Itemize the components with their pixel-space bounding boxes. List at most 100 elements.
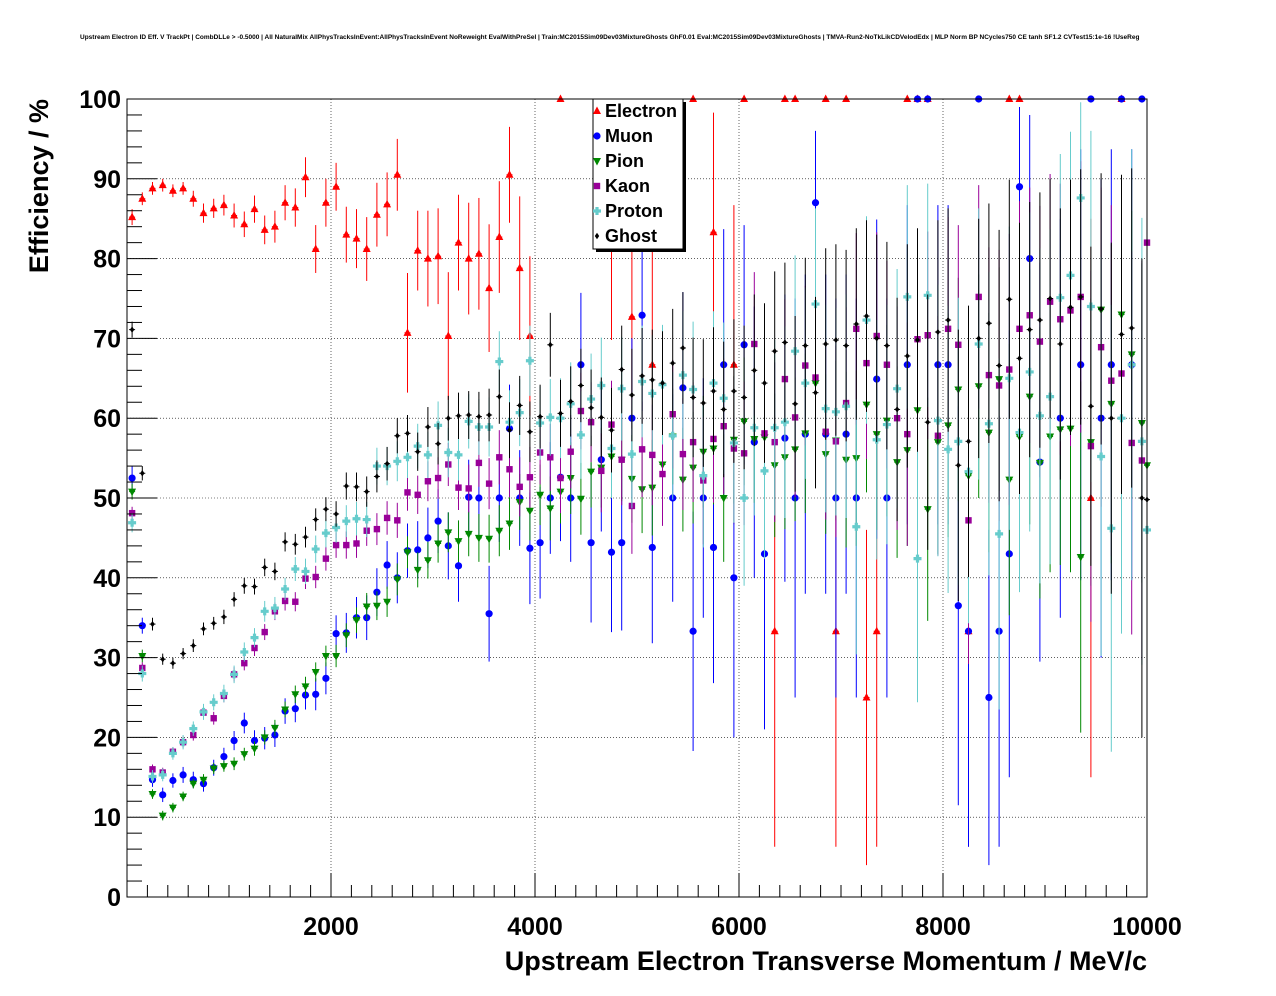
ghost-point — [782, 339, 788, 346]
y-tick-label: 30 — [93, 645, 121, 673]
electron-point — [199, 208, 208, 217]
ghost-point — [507, 426, 512, 434]
ghost-point — [578, 382, 584, 389]
ghost-point — [1098, 305, 1104, 313]
ghost-point — [558, 410, 563, 417]
muon-point — [954, 602, 962, 610]
electron-point — [403, 328, 412, 336]
y-tick-label: 80 — [93, 246, 121, 274]
muon-point — [811, 199, 820, 207]
muon-point — [638, 311, 646, 319]
legend-entry-muon: Muon — [593, 126, 653, 146]
kaon-point — [455, 484, 462, 491]
kaon-point — [149, 766, 156, 773]
kaon-point — [292, 598, 299, 605]
ghost-point — [252, 583, 257, 590]
ghost-point — [272, 568, 278, 575]
pion-point — [1076, 554, 1085, 562]
kaon-point — [332, 541, 340, 549]
ghost-point — [425, 423, 431, 431]
electron-point — [240, 219, 249, 228]
muon-point — [648, 543, 656, 552]
muon-point — [332, 630, 340, 638]
ghost-point — [527, 428, 533, 435]
electron-point — [862, 693, 871, 701]
kaon-point — [383, 514, 391, 522]
electron-point — [464, 254, 473, 262]
legend-box — [592, 98, 684, 250]
electron-point — [770, 626, 779, 635]
ghost-point — [741, 394, 747, 401]
ghost-point — [150, 620, 155, 628]
pion-point — [403, 549, 412, 557]
muon-point — [475, 494, 483, 502]
proton-point — [209, 698, 218, 707]
ghost-point — [925, 418, 930, 426]
ghost-point — [894, 406, 900, 413]
electron-point — [740, 94, 749, 102]
ghost-point — [650, 376, 655, 384]
ghost-point — [466, 411, 471, 419]
ghost-point — [945, 316, 951, 324]
ghost-point — [1027, 326, 1032, 333]
ghost-point — [762, 379, 767, 387]
y-tick-label: 10 — [93, 804, 121, 832]
proton-point — [699, 471, 708, 480]
proton-point — [230, 670, 239, 679]
pion-point — [546, 505, 555, 513]
ghost-point — [486, 411, 492, 419]
muon-point — [424, 534, 432, 542]
kaon-point — [638, 446, 646, 453]
y-axis: 0 10 20 30 40 50 60 70 80 90 100 — [79, 86, 157, 912]
proton-point — [627, 450, 636, 459]
legend-marker-ghost — [594, 232, 600, 240]
ghost-point — [313, 516, 318, 523]
pion-point — [230, 760, 239, 769]
ghost-point — [976, 335, 981, 342]
proton-point — [199, 707, 208, 716]
kaon-point — [434, 474, 442, 482]
x-axis: 2000 4000 6000 8000 10000 — [126, 873, 1182, 941]
muon-point — [383, 561, 391, 569]
electron-point — [1005, 94, 1014, 102]
x-tick-label: 4000 — [507, 913, 563, 941]
muon-point — [322, 674, 330, 682]
ghost-point — [537, 413, 543, 420]
pion-point — [474, 534, 483, 543]
y-tick-label: 90 — [93, 166, 121, 194]
ghost-point — [1078, 293, 1083, 301]
proton-point — [168, 749, 177, 758]
electron-point — [168, 186, 177, 194]
kaon-point — [281, 597, 289, 605]
proton-point — [342, 517, 351, 526]
ghost-point — [599, 414, 604, 421]
ghost-point — [792, 400, 798, 408]
electron-point — [342, 230, 351, 238]
ghost-point — [303, 533, 308, 541]
ghost-point — [1068, 304, 1073, 311]
kaon-point — [506, 466, 513, 473]
pion-point — [576, 495, 585, 504]
ghost-point — [415, 448, 420, 455]
electron-point — [821, 94, 830, 102]
proton-point — [495, 357, 504, 366]
muon-point — [985, 693, 993, 702]
electron-point — [291, 203, 300, 211]
electron-point — [179, 183, 188, 192]
electron-point — [311, 244, 320, 253]
series-pion — [128, 178, 1151, 821]
pion-point — [454, 538, 463, 546]
electron-point — [332, 182, 341, 190]
electron-point — [138, 194, 147, 202]
kaon-point — [312, 573, 319, 581]
pion-point — [321, 653, 330, 661]
pion-point — [413, 566, 422, 575]
pion-point — [495, 527, 504, 536]
electron-point — [903, 94, 912, 102]
electron-point — [321, 198, 330, 206]
proton-point — [444, 448, 453, 457]
proton-point — [240, 648, 249, 657]
proton-point — [189, 724, 198, 733]
pion-point — [148, 791, 157, 799]
ghost-point — [721, 406, 726, 413]
